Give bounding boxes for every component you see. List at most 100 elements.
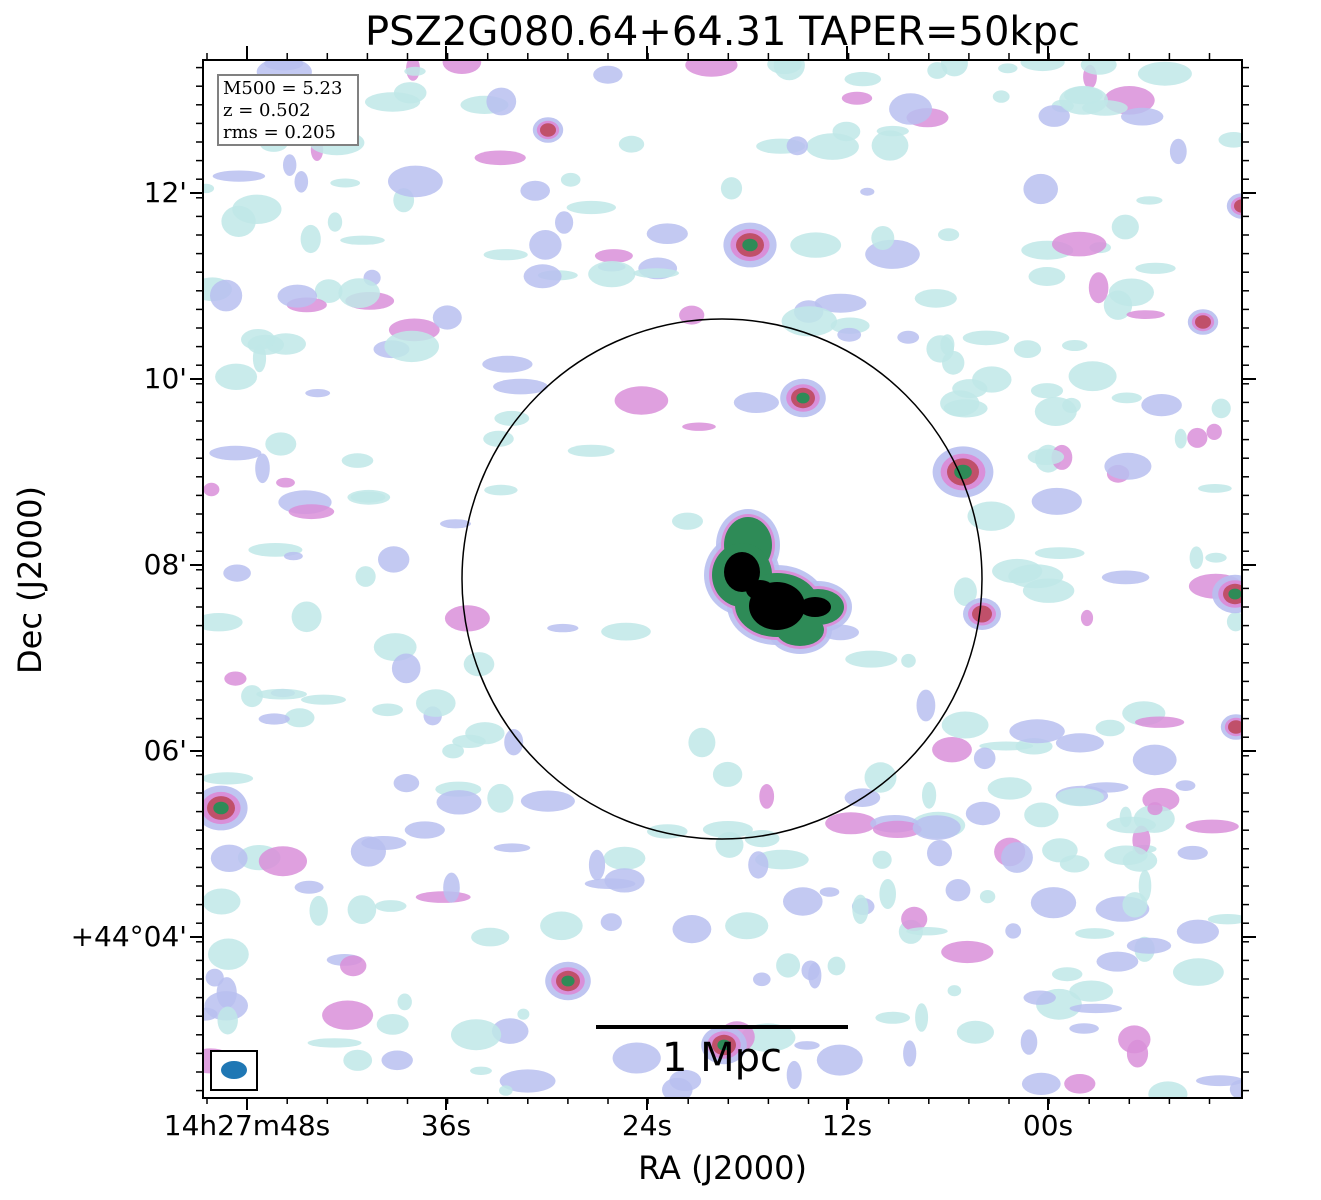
noise-blob [1104, 452, 1152, 480]
noise-blob [404, 821, 445, 839]
noise-blob [1205, 552, 1227, 563]
noise-blob [1132, 744, 1177, 776]
noise-blob [916, 689, 936, 722]
noise-blob [452, 734, 486, 749]
noise-blob [889, 93, 933, 125]
noise-blob [753, 972, 771, 987]
noise-blob [381, 1050, 413, 1071]
noise-blob [1175, 780, 1196, 791]
beam-ellipse [221, 1061, 247, 1079]
noise-blob [1207, 914, 1242, 925]
noise-blob [215, 363, 258, 390]
noise-blob [294, 171, 309, 193]
source-body [1234, 199, 1242, 213]
noise-blob [252, 344, 267, 373]
noise-blob [816, 1044, 863, 1076]
noise-blob [212, 170, 266, 182]
source-body [1228, 720, 1242, 734]
noise-blob [307, 1038, 362, 1048]
noise-blob [451, 1019, 502, 1051]
source-peak [1228, 588, 1242, 600]
noise-blob [915, 1003, 929, 1032]
noise-blob [927, 840, 952, 867]
noise-blob [374, 900, 407, 912]
noise-blob [973, 747, 996, 770]
noise-blob [786, 1060, 802, 1090]
noise-blob [1020, 60, 1065, 72]
noise-blob [962, 330, 1010, 346]
noise-blob [1206, 423, 1222, 440]
noise-blob [872, 850, 892, 869]
noise-blob [1148, 1081, 1188, 1098]
noise-blob [1177, 845, 1208, 860]
noise-blob [927, 62, 948, 79]
noise-blob [1027, 448, 1065, 465]
noise-blob [1020, 1029, 1038, 1055]
noise-blob [600, 913, 622, 931]
noise-blob [1030, 887, 1077, 919]
noise-blob [588, 849, 606, 881]
noise-blob [203, 183, 215, 194]
noise-blob [1122, 892, 1148, 918]
noise-blob [443, 872, 460, 903]
noise-blob [1013, 340, 1042, 358]
noise-blob [444, 605, 490, 632]
noise-blob [1126, 310, 1165, 319]
noise-blob [343, 1049, 373, 1071]
noise-blob [1108, 278, 1154, 307]
noise-blob [277, 284, 318, 308]
noise-blob [979, 890, 996, 904]
noise-blob [384, 330, 440, 363]
x-tick-label: 24s [621, 1109, 673, 1142]
y-tick-label: 06' [143, 734, 187, 767]
noise-blob [682, 422, 716, 431]
noise-blob [1056, 788, 1104, 807]
noise-blob [474, 150, 526, 166]
noise-blob [203, 772, 254, 785]
noise-blob [967, 501, 1015, 531]
noise-blob [291, 601, 322, 633]
noise-blob [1187, 427, 1208, 448]
noise-blob [1062, 340, 1088, 351]
y-axis-label: Dec (J2000) [11, 486, 49, 674]
noise-blob [1034, 547, 1085, 559]
noise-blob [301, 694, 346, 705]
noise-blob [672, 915, 712, 944]
noise-blob [1001, 842, 1033, 873]
noise-blob [1052, 967, 1083, 982]
noise-blob [232, 194, 282, 224]
noise-blob [604, 868, 645, 893]
noise-blob [205, 968, 224, 987]
noise-blob [265, 432, 297, 456]
noise-blob [1088, 272, 1109, 304]
noise-blob [1174, 428, 1187, 449]
scale-bar-label: 1 Mpc [661, 1035, 783, 1081]
compact-sources [203, 117, 1242, 1065]
noise-blob [256, 688, 307, 700]
noise-blob [416, 689, 456, 717]
noise-blob [773, 60, 805, 81]
noise-blob [759, 784, 775, 809]
noise-blob [844, 71, 882, 87]
source-peak [561, 975, 575, 987]
noise-blob [305, 389, 331, 398]
noise-blob [827, 956, 846, 976]
plot-title: PSZ2G080.64+64.31 TAPER=50kpc [365, 9, 1080, 55]
noise-blob [1096, 951, 1139, 972]
noise-blob [560, 172, 581, 187]
noise-blob [300, 224, 321, 254]
noise-blob [523, 264, 562, 289]
noise-blob [712, 761, 743, 787]
noise-blob [241, 685, 263, 708]
noise-blob [897, 330, 920, 344]
noise-blob [1080, 60, 1117, 75]
y-tick-label: 10' [143, 362, 187, 395]
noise-blob [341, 453, 374, 468]
noise-blob [482, 355, 533, 373]
noise-blob [499, 1069, 556, 1093]
x-tick-label: 12s [821, 1109, 873, 1142]
noise-blob [265, 333, 306, 355]
noise-blob [566, 200, 616, 215]
source-peak [954, 464, 972, 480]
noise-blob [284, 708, 315, 728]
